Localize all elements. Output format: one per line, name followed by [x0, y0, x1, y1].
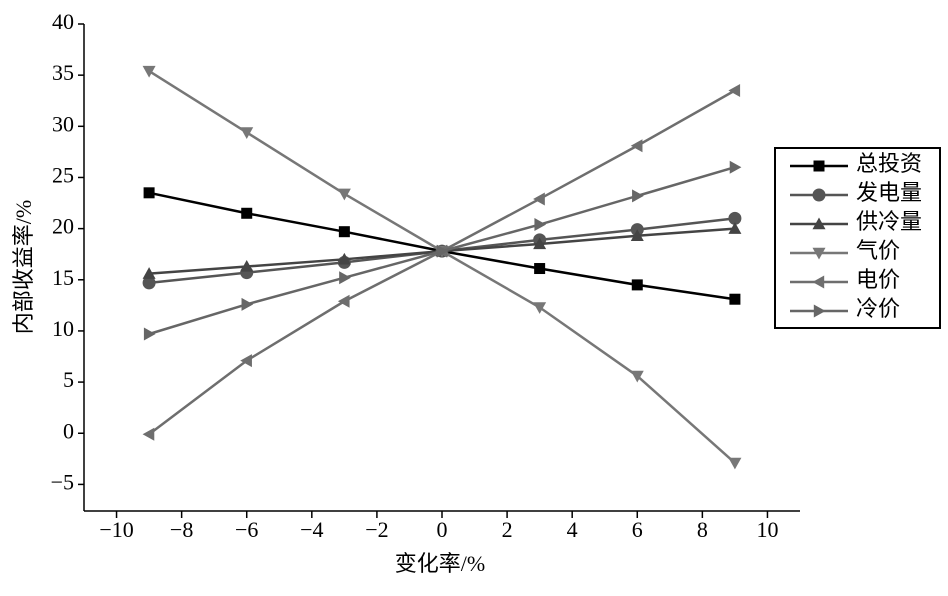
- data-point: [240, 354, 252, 368]
- data-point: [729, 293, 741, 305]
- data-point: [337, 188, 351, 201]
- data-point: [534, 263, 546, 275]
- y-tick-label: 40: [52, 9, 74, 34]
- legend-label: 气价: [856, 238, 900, 263]
- legend-marker: [813, 304, 826, 318]
- data-point: [534, 218, 547, 232]
- x-tick-label: 0: [437, 517, 448, 542]
- legend-marker: [812, 188, 826, 202]
- legend-marker: [812, 247, 826, 260]
- x-tick-label: 4: [567, 517, 578, 542]
- legend-label: 供冷量: [856, 209, 922, 234]
- y-tick-label: 20: [52, 214, 74, 239]
- data-point: [143, 327, 156, 341]
- x-tick-label: −6: [235, 517, 258, 542]
- data-point: [241, 207, 253, 219]
- y-axis-label: 内部收益率/%: [11, 200, 36, 334]
- x-tick-label: −8: [170, 517, 193, 542]
- data-point: [630, 229, 644, 241]
- data-point: [728, 84, 741, 98]
- data-point: [339, 271, 351, 285]
- x-tick-label: 2: [502, 517, 513, 542]
- data-point: [240, 127, 254, 139]
- data-point: [729, 160, 742, 174]
- data-point: [337, 252, 351, 265]
- legend-marker: [813, 160, 825, 172]
- x-tick-label: −10: [99, 517, 133, 542]
- y-tick-label: 30: [52, 111, 74, 136]
- legend-marker: [812, 275, 825, 289]
- data-point: [142, 65, 156, 78]
- data-point: [142, 276, 156, 290]
- x-axis-label: 变化率/%: [395, 551, 485, 576]
- legend-box: [774, 147, 941, 329]
- y-tick-label: 0: [63, 418, 74, 443]
- y-tick-label: 35: [52, 60, 74, 85]
- data-point: [142, 267, 156, 279]
- data-point: [630, 370, 644, 383]
- data-point: [728, 457, 742, 470]
- data-point: [632, 189, 644, 203]
- data-point: [142, 427, 155, 441]
- legend-label: 电价: [856, 267, 900, 292]
- data-point: [533, 237, 547, 250]
- data-point: [631, 279, 643, 291]
- data-point: [630, 139, 643, 153]
- legend-label: 总投资: [856, 151, 922, 176]
- legend-marker: [812, 217, 826, 230]
- y-tick-label: 25: [52, 163, 74, 188]
- data-point: [728, 222, 742, 234]
- x-tick-label: 8: [697, 517, 708, 542]
- y-tick-label: 10: [52, 316, 74, 341]
- y-tick-label: −5: [51, 469, 74, 494]
- data-point: [337, 294, 350, 308]
- legend-label: 发电量: [856, 180, 922, 205]
- data-point: [533, 302, 547, 314]
- data-point: [143, 187, 155, 199]
- x-tick-label: −2: [365, 517, 388, 542]
- data-point: [240, 259, 254, 272]
- data-point: [533, 192, 545, 206]
- data-point: [728, 211, 742, 225]
- x-tick-label: −4: [300, 517, 323, 542]
- data-point: [436, 244, 449, 258]
- y-tick-label: 5: [63, 367, 74, 392]
- x-tick-label: 10: [756, 517, 778, 542]
- y-tick-label: 15: [52, 265, 74, 290]
- series-line: [148, 89, 736, 436]
- legend-label: 冷价: [856, 296, 900, 321]
- data-point: [338, 226, 350, 238]
- data-point: [241, 297, 254, 311]
- x-tick-label: 6: [632, 517, 643, 542]
